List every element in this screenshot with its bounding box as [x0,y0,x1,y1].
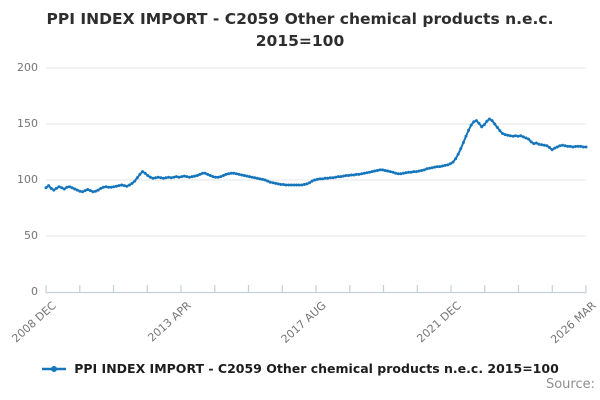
chart-title-line2: 2015=100 [255,32,345,50]
legend-line-marker-icon [42,365,67,372]
chart-title: PPI INDEX IMPORT - C2059 Other chemical … [0,8,600,52]
y-tick-label-200: 200 [17,61,38,74]
y-tick-label-100: 100 [17,173,38,186]
y-tick-label-150: 150 [17,117,38,130]
y-tick-label-0: 0 [31,285,38,298]
legend: PPI INDEX IMPORT - C2059 Other chemical … [0,361,600,376]
source-label: Source: [545,377,595,392]
legend-label: PPI INDEX IMPORT - C2059 Other chemical … [74,361,559,376]
y-tick-label-50: 50 [24,229,38,242]
chart-title-line1: PPI INDEX IMPORT - C2059 Other chemical … [46,10,554,28]
